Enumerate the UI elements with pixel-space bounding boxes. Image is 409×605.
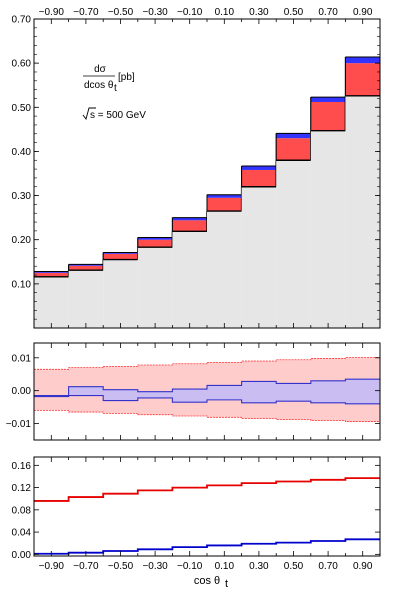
y-tick-label: −0.01 [6,419,32,430]
x-axis-title: cos θ [194,575,220,587]
histogram-bar-base [34,276,69,328]
histogram-bar-base [103,259,138,328]
histogram-bar-base [137,247,173,328]
x-tick-label-top: −0.70 [73,7,99,18]
y-tick-label: 0.12 [12,483,32,494]
histogram-bar-red [276,138,311,161]
x-tick-label-top: −0.10 [177,7,203,18]
annotation-sqrt-s: s = 500 GeV [90,110,146,121]
histogram-bar-blue [241,165,277,170]
x-tick-label-bottom: 0.90 [353,561,373,572]
blue-uncertainty-band [34,379,380,404]
histogram-bar-red [310,101,346,131]
x-tick-label-top: −0.50 [108,7,134,18]
red-band-upper-edge [34,357,380,370]
histogram-bar-blue [172,217,207,221]
x-tick-label-bottom: −0.10 [177,561,203,572]
y-tick-label: 0.01 [12,353,32,364]
x-tick-label-bottom: 0.10 [215,561,235,572]
annotation-denominator-sub: t [114,83,117,94]
y-tick-label: 0.08 [12,505,32,516]
x-tick-label-top: 0.70 [318,7,338,18]
histogram-bar-red [34,272,69,277]
annotation-unit: [pb] [118,72,135,83]
y-tick-label: 0.40 [12,147,32,158]
histogram-bar-blue [310,97,346,102]
x-tick-label-bottom: −0.30 [142,561,168,572]
histogram-bar-base [68,270,104,328]
y-tick-label: 0.20 [12,235,32,246]
y-tick-label: 0.10 [12,279,32,290]
x-tick-label-top: −0.30 [142,7,168,18]
histogram-bar-base [207,211,242,328]
red-band-lower-edge [34,410,380,422]
y-tick-label: 0.30 [12,191,32,202]
histogram-bar-blue [207,194,242,198]
annotation-numerator: dσ [94,64,107,75]
y-tick-label: 0.70 [12,15,32,26]
blue-band-lower-edge [34,395,380,405]
blue-step-line [34,538,380,555]
histogram-bar-red [137,239,173,248]
x-tick-label-top: 0.10 [215,7,235,18]
histogram-bar-red [103,253,138,260]
histogram-bar-blue [103,252,138,254]
x-tick-label-bottom: 0.70 [318,561,338,572]
sqrt-symbol [82,107,96,121]
x-tick-label-top: 0.90 [353,7,373,18]
x-tick-label-bottom: −0.90 [39,561,65,572]
histogram-bar-blue [68,264,104,266]
x-tick-label-top: −0.90 [39,7,65,18]
blue-band-upper-edge [34,378,380,397]
histogram-bar-red [68,265,104,271]
y-tick-label: 0.60 [12,59,32,70]
x-tick-label-top: 0.30 [249,7,269,18]
x-tick-label-bottom: −0.50 [108,561,134,572]
y-tick-label: 0.04 [12,528,32,539]
histogram-bar-red [241,169,277,187]
x-axis-title-sub: t [225,578,228,590]
y-tick-label: 0.50 [12,103,32,114]
histogram-bar-red [207,197,242,212]
histogram-bar-base [276,160,311,328]
x-tick-label-bottom: 0.30 [249,561,269,572]
y-tick-label: 0.16 [12,461,32,472]
histogram-bar-base [310,130,346,328]
histogram-bar-blue [34,271,69,273]
histogram-bar-base [241,186,277,328]
histogram-bar-red [172,220,207,232]
y-tick-label: 0.00 [12,550,32,561]
red-step-line [34,477,380,502]
histogram-bar-blue [137,237,173,240]
annotation-denominator: dcos θ [84,80,114,91]
histogram-bar-blue [345,56,380,64]
x-tick-label-bottom: 0.50 [284,561,304,572]
histogram-bar-base [345,95,380,329]
y-tick-label: 0.00 [12,386,32,397]
histogram-bar-red [345,63,380,96]
histogram-bar-blue [276,133,311,139]
x-tick-label-bottom: −0.70 [73,561,99,572]
histogram-bar-base [172,231,207,328]
x-tick-label-top: 0.50 [284,7,304,18]
